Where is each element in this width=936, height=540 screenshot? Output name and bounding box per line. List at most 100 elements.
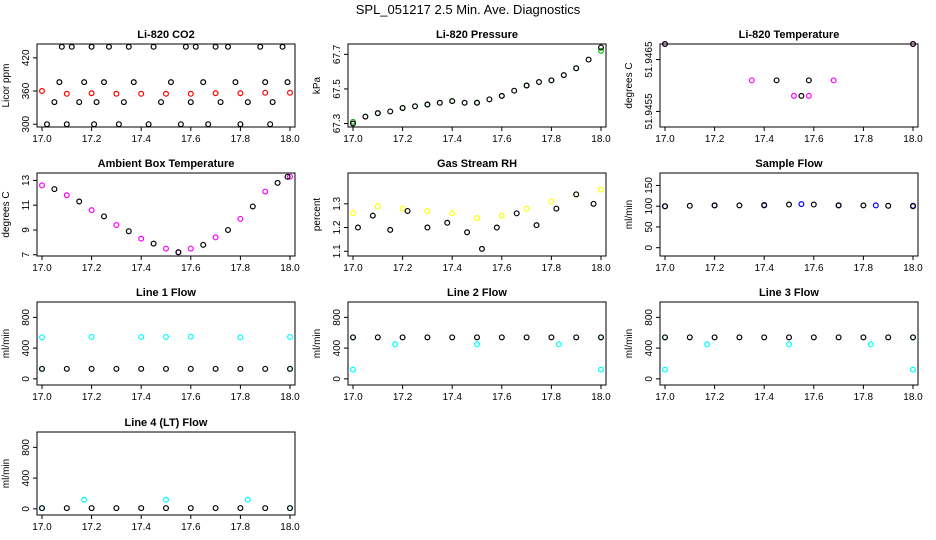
data-point bbox=[498, 92, 505, 99]
data-point bbox=[138, 235, 145, 242]
x-tick-label: 17.8 bbox=[231, 522, 251, 533]
plot-frame bbox=[36, 43, 296, 128]
series-cyan bbox=[38, 333, 294, 372]
x-tick-label: 17.8 bbox=[231, 263, 251, 274]
panel-title: Line 2 Flow bbox=[447, 287, 507, 299]
data-point bbox=[785, 201, 792, 208]
y-tick-label: 0 bbox=[21, 506, 32, 512]
data-point bbox=[773, 77, 780, 84]
panel-title: Line 1 Flow bbox=[136, 287, 196, 299]
data-point bbox=[810, 334, 817, 341]
data-point bbox=[232, 79, 239, 86]
data-point bbox=[548, 198, 555, 205]
panel-rh: Gas Stream RH percent 17.0 17.2 17.4 17.6 17.8… bbox=[312, 158, 611, 274]
x-tick-label: 17.2 bbox=[82, 392, 102, 403]
data-point bbox=[362, 113, 369, 120]
series-black bbox=[661, 40, 916, 99]
data-point bbox=[350, 120, 357, 127]
data-point bbox=[761, 201, 768, 208]
y-tick-label: 300 bbox=[21, 115, 32, 132]
data-point bbox=[187, 99, 194, 106]
data-point bbox=[287, 365, 294, 372]
plot-frame bbox=[347, 43, 607, 128]
data-point bbox=[523, 82, 530, 89]
plot-frame bbox=[659, 301, 919, 386]
data-point bbox=[113, 222, 120, 229]
data-point bbox=[175, 249, 182, 256]
x-tick-label: 17.2 bbox=[705, 263, 725, 274]
x-tick-label: 17.4 bbox=[754, 392, 774, 403]
panel-ambient: Ambient Box Temperature degrees C 17.0 17.2… bbox=[1, 158, 300, 274]
data-point bbox=[120, 99, 127, 106]
x-tick-label: 17.4 bbox=[131, 134, 151, 145]
data-point bbox=[885, 334, 892, 341]
data-point bbox=[560, 72, 567, 79]
data-point bbox=[237, 215, 244, 222]
data-point bbox=[785, 341, 792, 348]
data-point bbox=[225, 226, 232, 233]
x-tick-label: 17.0 bbox=[655, 263, 675, 274]
data-point bbox=[51, 186, 58, 193]
plot-frame bbox=[36, 301, 296, 386]
data-point bbox=[81, 79, 88, 86]
x-tick-label: 17.0 bbox=[32, 392, 52, 403]
x-tick-label: 17.2 bbox=[82, 263, 102, 274]
x-tick-label: 18.0 bbox=[280, 134, 300, 145]
data-point bbox=[511, 87, 518, 94]
data-point bbox=[115, 121, 122, 128]
plot-frame bbox=[36, 431, 296, 516]
data-point bbox=[399, 334, 406, 341]
data-point bbox=[63, 365, 70, 372]
data-point bbox=[76, 99, 83, 106]
data-point bbox=[163, 333, 170, 340]
data-point bbox=[88, 365, 95, 372]
y-axis-label: ml/min bbox=[312, 329, 323, 358]
data-point bbox=[374, 334, 381, 341]
x-tick-label: 18.0 bbox=[903, 392, 923, 403]
data-point bbox=[686, 334, 693, 341]
data-point bbox=[748, 77, 755, 84]
x-tick-label: 17.0 bbox=[343, 263, 363, 274]
x-tick-label: 17.0 bbox=[343, 392, 363, 403]
x-tick-label: 17.2 bbox=[393, 134, 413, 145]
data-point bbox=[374, 110, 381, 117]
x-tick-label: 17.0 bbox=[32, 134, 52, 145]
data-point bbox=[498, 212, 505, 219]
data-point bbox=[686, 202, 693, 209]
y-tick-label: 400 bbox=[332, 339, 343, 356]
data-point bbox=[424, 334, 431, 341]
data-point bbox=[399, 205, 406, 212]
data-point bbox=[38, 505, 45, 512]
data-point bbox=[284, 173, 291, 180]
data-point bbox=[798, 201, 805, 208]
data-point bbox=[486, 96, 493, 103]
data-point bbox=[704, 341, 711, 348]
data-point bbox=[262, 505, 269, 512]
x-tick-label: 18.0 bbox=[280, 392, 300, 403]
panel-pressure: Li-820 Pressure kPa 17.0 17.2 17.4 17.6 17.8 18… bbox=[312, 29, 611, 145]
data-point bbox=[548, 334, 555, 341]
data-point bbox=[113, 365, 120, 372]
data-point bbox=[130, 79, 137, 86]
data-point bbox=[63, 121, 70, 128]
data-point bbox=[138, 333, 145, 340]
data-point bbox=[424, 224, 431, 231]
data-point bbox=[590, 200, 597, 207]
x-tick-label: 17.4 bbox=[131, 263, 151, 274]
data-point bbox=[287, 173, 294, 180]
x-tick-label: 17.0 bbox=[655, 392, 675, 403]
data-point bbox=[262, 188, 269, 195]
data-point bbox=[158, 99, 165, 106]
y-tick-label: 11 bbox=[21, 200, 32, 211]
data-point bbox=[163, 505, 170, 512]
data-point bbox=[885, 202, 892, 209]
data-point bbox=[805, 92, 812, 99]
series-black bbox=[38, 505, 294, 512]
data-point bbox=[58, 43, 65, 50]
data-point bbox=[237, 365, 244, 372]
series-black bbox=[350, 334, 604, 341]
data-point bbox=[244, 99, 251, 106]
plot-frame bbox=[347, 301, 607, 386]
panel-title: Li-820 Temperature bbox=[739, 29, 840, 41]
data-point bbox=[113, 90, 120, 97]
